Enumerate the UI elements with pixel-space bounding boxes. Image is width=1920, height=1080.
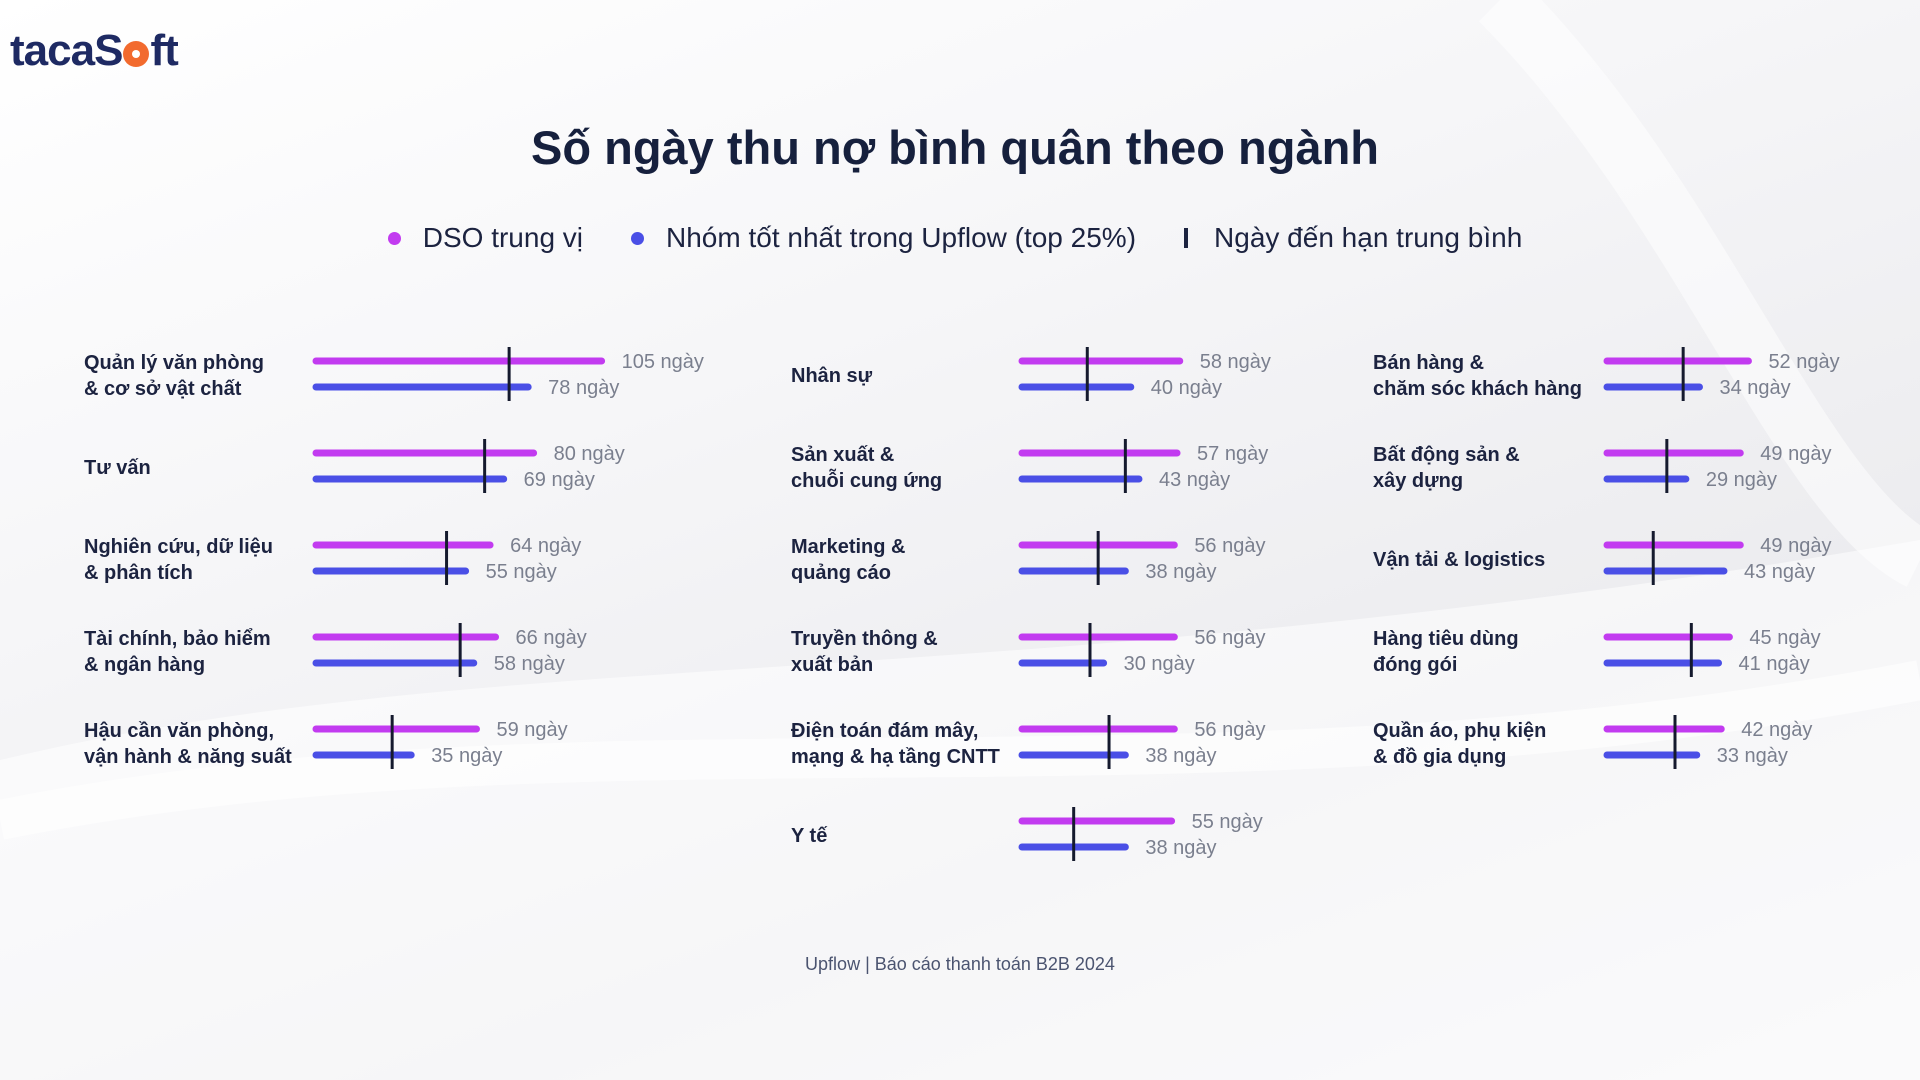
median-value-label: 49 ngày [1760, 443, 1831, 465]
industry-label: Bán hàng & [1373, 352, 1484, 374]
industry-label: Quần áo, phụ kiện [1373, 720, 1546, 742]
logo-dot-icon [123, 41, 150, 67]
industry-label: & đồ gia dụng [1373, 746, 1506, 768]
best-value-label: 33 ngày [1717, 745, 1788, 767]
median-value-label: 57 ngày [1197, 443, 1268, 465]
best-value-label: 30 ngày [1124, 653, 1195, 675]
best-dot-icon [631, 231, 645, 245]
median-value-label: 49 ngày [1760, 535, 1831, 557]
industry-label: & cơ sở vật chất [84, 378, 242, 400]
industry-label: Tài chính, bảo hiểm [84, 628, 271, 650]
industry-label: vận hành & năng suất [84, 746, 292, 768]
median-value-label: 56 ngày [1194, 719, 1265, 741]
legend: DSO trung vị Nhóm tốt nhất trong Upflow … [0, 222, 1910, 254]
median-value-label: 58 ngày [1200, 351, 1271, 373]
median-value-label: 64 ngày [510, 535, 581, 557]
best-value-label: 55 ngày [486, 561, 557, 583]
industry-label: Hàng tiêu dùng [1373, 628, 1519, 650]
industry-label: mạng & hạ tầng CNTT [791, 746, 1000, 768]
due-tick-icon [1184, 228, 1189, 248]
best-value-label: 78 ngày [548, 377, 619, 399]
best-value-label: 38 ngày [1145, 745, 1216, 767]
best-value-label: 29 ngày [1706, 469, 1777, 491]
industry-label: Sản xuất & [791, 444, 894, 466]
chart-title: Số ngày thu nợ bình quân theo ngành [531, 121, 1379, 174]
legend-best-label: Nhóm tốt nhất trong Upflow (top 25%) [666, 222, 1137, 253]
industry-label: Quản lý văn phòng [84, 352, 264, 374]
industry-label: Truyền thông & [791, 628, 938, 650]
legend-due-label: Ngày đến hạn trung bình [1214, 222, 1523, 253]
median-value-label: 52 ngày [1768, 351, 1839, 373]
legend-item-median: DSO trung vị [387, 222, 584, 254]
median-value-label: 80 ngày [554, 443, 625, 465]
industry-label: chuỗi cung ứng [791, 468, 942, 492]
median-value-label: 59 ngày [496, 719, 567, 741]
industry-label: Marketing & [791, 536, 905, 558]
median-value-label: 56 ngày [1194, 535, 1265, 557]
median-dot-icon [387, 231, 401, 245]
industry-label: Hậu cần văn phòng, [84, 720, 274, 742]
footer-source: Upflow | Báo cáo thanh toán B2B 2024 [805, 954, 1115, 974]
legend-median-label: DSO trung vị [422, 222, 584, 253]
best-value-label: 38 ngày [1145, 561, 1216, 583]
tacasoft-logo: tacaS ft [10, 26, 179, 75]
industry-label: Vận tải & logistics [1373, 549, 1545, 571]
industry-label: quảng cáo [791, 562, 891, 584]
industry-label: Tư vấn [84, 457, 151, 479]
median-value-label: 105 ngày [622, 351, 704, 373]
median-value-label: 66 ngày [516, 627, 587, 649]
industry-label: Điện toán đám mây, [791, 720, 978, 742]
best-value-label: 43 ngày [1744, 561, 1815, 583]
industry-label: Bất động sản & [1373, 444, 1520, 466]
best-value-label: 58 ngày [494, 653, 565, 675]
best-value-label: 35 ngày [431, 745, 502, 767]
legend-item-due: Ngày đến hạn trung bình [1184, 222, 1522, 254]
industry-label: & phân tích [84, 562, 193, 584]
median-value-label: 45 ngày [1749, 627, 1820, 649]
industry-label: Nghiên cứu, dữ liệu [84, 536, 273, 558]
industry-label: đóng gói [1373, 654, 1457, 676]
industry-label: & ngân hàng [84, 654, 205, 676]
best-value-label: 34 ngày [1719, 377, 1790, 399]
industry-label: chăm sóc khách hàng [1373, 378, 1582, 400]
best-value-label: 41 ngày [1739, 653, 1810, 675]
industry-label: xây dựng [1373, 470, 1463, 492]
median-value-label: 56 ngày [1194, 627, 1265, 649]
industry-label: Nhân sự [791, 365, 873, 387]
industry-label: Y tế [791, 825, 828, 847]
best-value-label: 69 ngày [524, 469, 595, 491]
best-value-label: 38 ngày [1145, 837, 1216, 859]
industry-label: xuất bản [791, 654, 873, 676]
median-value-label: 42 ngày [1741, 719, 1812, 741]
median-value-label: 55 ngày [1192, 811, 1263, 833]
best-value-label: 43 ngày [1159, 469, 1230, 491]
legend-item-best: Nhóm tốt nhất trong Upflow (top 25%) [631, 222, 1136, 254]
best-value-label: 40 ngày [1151, 377, 1222, 399]
